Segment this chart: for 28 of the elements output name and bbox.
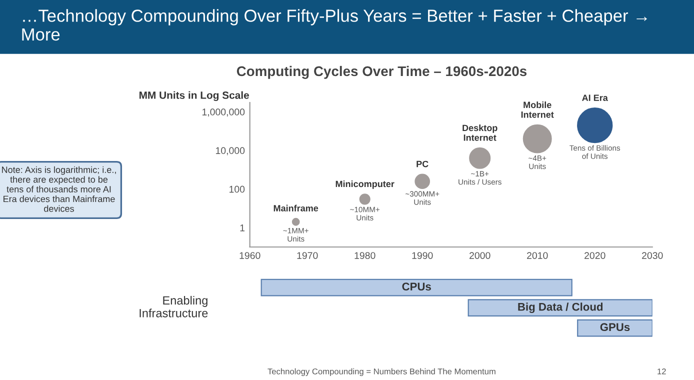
text: 12: [658, 368, 666, 374]
chart-subtitle: Computing Cycles Over Time – 1960s-2020s: [236, 66, 527, 79]
x-tick-label: 2000: [470, 252, 490, 259]
annotation: Desktop Internet: [462, 124, 498, 141]
text: Technology Compounding = Numbers Behind The Momentum: [268, 368, 496, 376]
x-tick-label: 2030: [642, 252, 663, 259]
y-tick-label: GPUs: [600, 323, 630, 332]
y-tick-label: Big Data / Cloud: [518, 302, 603, 314]
x-tick-label: 2020: [584, 252, 606, 259]
annotation: Mainframe: [274, 204, 318, 212]
x-tick-label: 1990: [412, 252, 433, 259]
y-axis-title: Enabling Infrastructure: [140, 296, 208, 318]
annotation: PC: [416, 160, 428, 168]
chart-title: …Technology Compounding Over Fifty-Plus Years = Better + Faster + Cheaper → More: [22, 9, 647, 41]
y-axis-title: MM Units in Log Scale: [139, 91, 249, 102]
x-tick-label: 1980: [354, 252, 376, 259]
y-tick-label: 100: [230, 186, 245, 193]
annotation: Mobile Internet: [521, 101, 554, 118]
x-tick-label: 1970: [297, 252, 318, 259]
x-tick-label: 1960: [240, 252, 260, 259]
annotation: Minicomputer: [336, 180, 394, 189]
y-tick-label: 1,000,000: [202, 108, 245, 117]
annotation: AI Era: [582, 94, 608, 101]
text: Note: Axis is logarithmic; i.e., there are expected to be tens of thousands more AI Era devices than Mainframe devices: [2, 166, 116, 212]
y-tick-label: CPUs: [402, 282, 431, 291]
x-tick-label: 2010: [527, 252, 548, 259]
y-tick-label: 1: [240, 224, 245, 232]
y-tick-label: 10,000: [216, 147, 245, 156]
